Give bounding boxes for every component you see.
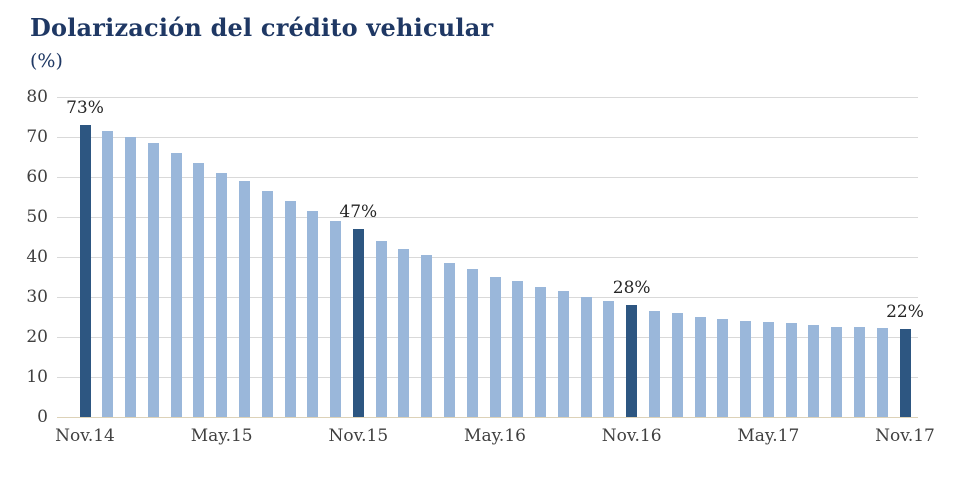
gridline	[57, 337, 918, 338]
bar	[147, 143, 159, 417]
data-label: 22%	[886, 302, 924, 322]
bar	[238, 181, 250, 417]
bar-highlighted	[352, 229, 364, 417]
chart-unit-label: (%)	[30, 50, 63, 72]
gridline	[57, 97, 918, 98]
y-tick-label: 60	[26, 167, 48, 187]
x-tick-label: Nov.16	[601, 426, 662, 446]
gridline	[57, 297, 918, 298]
x-tick-label: Nov.14	[55, 426, 115, 446]
bar	[125, 137, 137, 417]
bar	[717, 319, 729, 417]
bar	[466, 269, 478, 417]
gridline	[57, 217, 918, 218]
bar-highlighted	[79, 125, 91, 417]
bar	[284, 201, 296, 417]
bar	[648, 311, 660, 417]
bar	[876, 328, 888, 417]
bar	[740, 321, 752, 417]
bar	[330, 221, 342, 417]
x-tick-label: Nov.15	[328, 426, 389, 446]
bar	[535, 287, 547, 417]
bar	[489, 277, 501, 417]
bar	[307, 211, 319, 417]
bar	[557, 291, 569, 417]
y-tick-label: 20	[26, 327, 48, 347]
y-tick-label: 10	[26, 367, 48, 387]
bar	[671, 313, 683, 417]
bar	[261, 191, 273, 417]
bar	[102, 131, 114, 417]
bar	[694, 317, 706, 417]
bar	[170, 153, 182, 417]
bar	[762, 322, 774, 417]
gridline	[57, 137, 918, 138]
bar	[831, 326, 843, 417]
bar-highlighted	[626, 305, 638, 417]
x-tick-label: Nov.17	[875, 426, 935, 446]
y-tick-label: 50	[26, 207, 48, 227]
plot-area: 73% 47% 28% 22% Nov.14 May.15 Nov.15 May.16 Nov…	[55, 97, 935, 446]
x-tick-label: May.15	[190, 426, 253, 446]
data-label: 47%	[339, 202, 378, 222]
x-tick-label: May.16	[464, 426, 526, 446]
data-label: 28%	[612, 278, 651, 298]
bar-highlighted	[899, 329, 911, 417]
gridline	[57, 377, 918, 378]
bar	[398, 249, 410, 417]
y-tick-label: 40	[26, 247, 48, 267]
y-tick-label: 80	[26, 87, 48, 107]
bar	[580, 297, 592, 417]
x-tick-label: May.17	[737, 426, 800, 446]
chart-title: Dolarización del crédito vehicular	[30, 13, 494, 42]
x-axis-line	[57, 417, 918, 418]
bar	[603, 301, 615, 417]
bar	[853, 327, 865, 417]
bar	[443, 263, 455, 417]
gridline	[57, 257, 918, 258]
data-label: 73%	[66, 98, 104, 118]
y-tick-label: 70	[26, 127, 48, 147]
y-tick-label: 30	[26, 287, 48, 307]
gridline	[57, 177, 918, 178]
bar	[421, 255, 433, 417]
bar	[375, 241, 387, 417]
bar	[808, 325, 820, 417]
y-tick-label: 0	[37, 407, 48, 427]
bar	[512, 281, 524, 417]
bar	[193, 163, 205, 417]
bar	[216, 173, 228, 417]
bar	[785, 323, 797, 417]
